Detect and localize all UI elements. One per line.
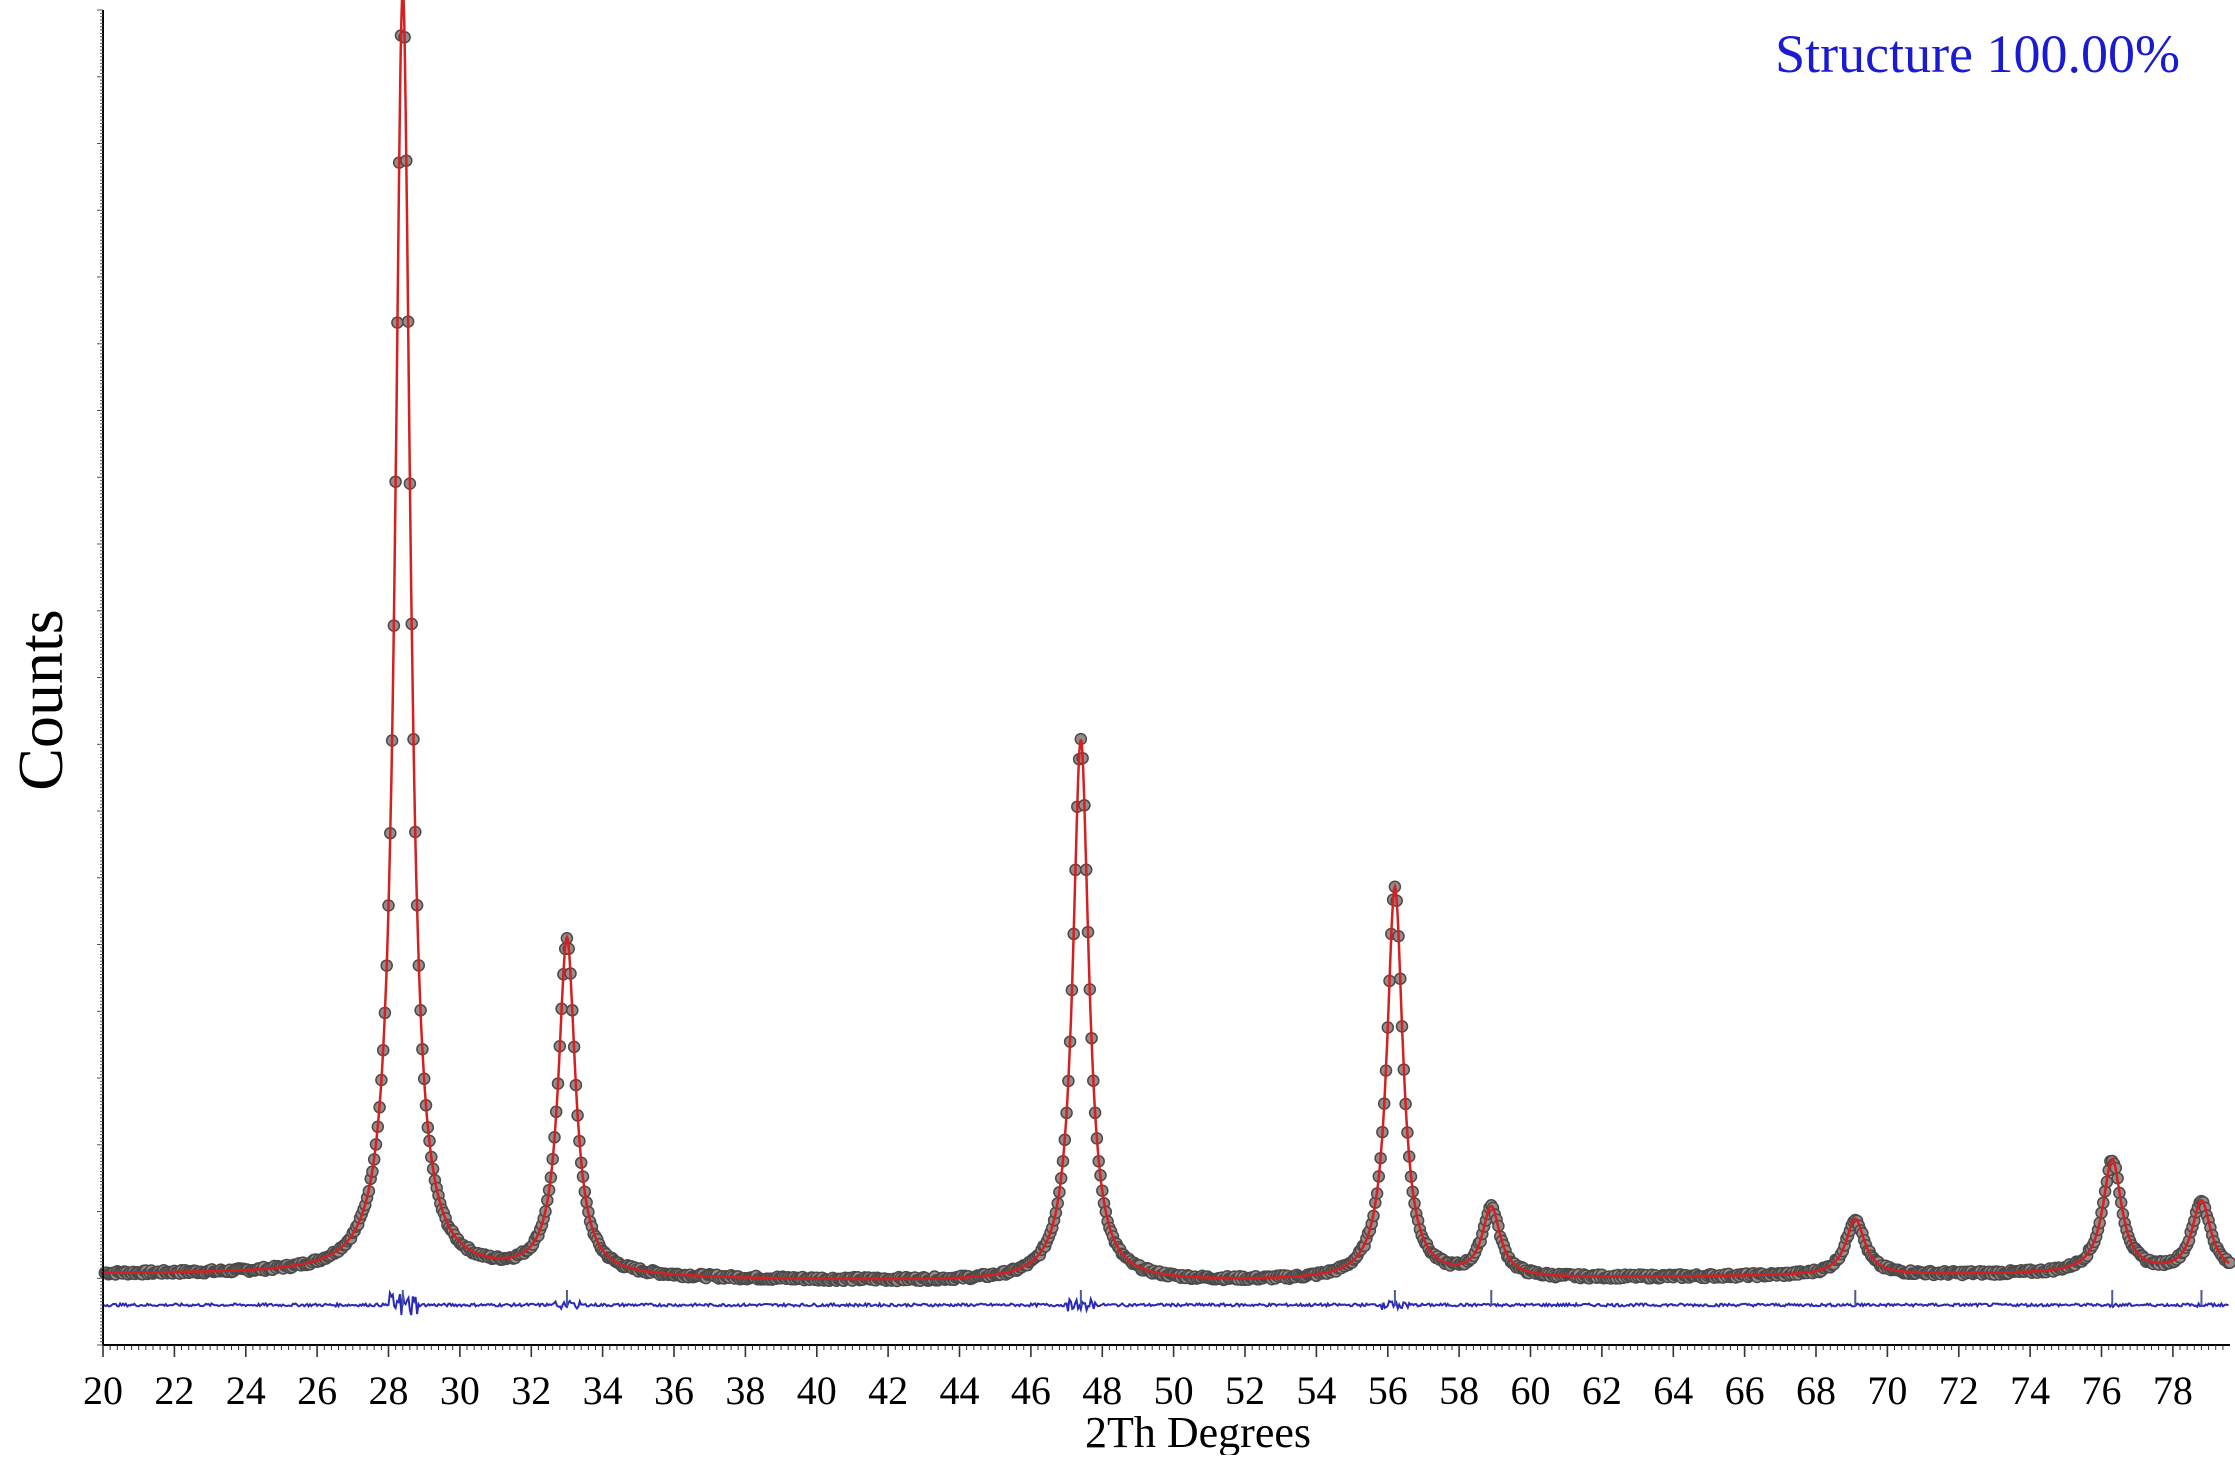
x-tick-label: 20 bbox=[83, 1368, 123, 1413]
x-tick-label: 36 bbox=[654, 1368, 694, 1413]
x-tick-label: 28 bbox=[369, 1368, 409, 1413]
x-tick-label: 66 bbox=[1725, 1368, 1765, 1413]
x-tick-label: 78 bbox=[2153, 1368, 2193, 1413]
structure-annotation: Structure 100.00% bbox=[1775, 24, 2180, 84]
x-tick-label: 70 bbox=[1867, 1368, 1907, 1413]
x-tick-label: 32 bbox=[511, 1368, 551, 1413]
x-tick-label: 48 bbox=[1082, 1368, 1122, 1413]
y-axis-title: Counts bbox=[5, 609, 76, 790]
x-tick-label: 58 bbox=[1439, 1368, 1479, 1413]
x-tick-label: 40 bbox=[797, 1368, 837, 1413]
x-tick-label: 24 bbox=[226, 1368, 266, 1413]
x-tick-label: 76 bbox=[2082, 1368, 2122, 1413]
x-tick-label: 54 bbox=[1296, 1368, 1336, 1413]
observed-point bbox=[2225, 1257, 2235, 1268]
x-tick-label: 62 bbox=[1582, 1368, 1622, 1413]
x-tick-label: 22 bbox=[154, 1368, 194, 1413]
x-tick-label: 56 bbox=[1368, 1368, 1408, 1413]
x-tick-label: 60 bbox=[1511, 1368, 1551, 1413]
x-tick-label: 64 bbox=[1653, 1368, 1693, 1413]
x-tick-label: 34 bbox=[583, 1368, 623, 1413]
x-tick-label: 44 bbox=[940, 1368, 980, 1413]
x-tick-label: 42 bbox=[868, 1368, 908, 1413]
x-tick-label: 26 bbox=[297, 1368, 337, 1413]
x-tick-label: 52 bbox=[1225, 1368, 1265, 1413]
x-tick-label: 46 bbox=[1011, 1368, 1051, 1413]
x-tick-label: 72 bbox=[1939, 1368, 1979, 1413]
x-axis-title: 2Th Degrees bbox=[1085, 1408, 1311, 1455]
x-tick-label: 68 bbox=[1796, 1368, 1836, 1413]
x-tick-label: 30 bbox=[440, 1368, 480, 1413]
x-tick-label: 50 bbox=[1154, 1368, 1194, 1413]
x-tick-label: 74 bbox=[2010, 1368, 2050, 1413]
x-tick-label: 38 bbox=[725, 1368, 765, 1413]
